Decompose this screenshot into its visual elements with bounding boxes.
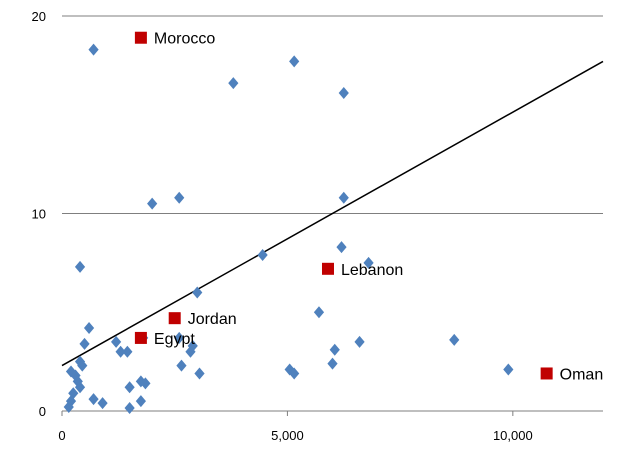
- trendline-group: [61, 60, 604, 367]
- data-point: [257, 248, 268, 261]
- tick-labels: 0 10 20 0 5,000 10,000: [32, 9, 533, 443]
- data-point: [115, 345, 126, 358]
- data-point: [147, 197, 158, 210]
- data-point: [135, 395, 146, 408]
- data-point: [111, 335, 122, 348]
- data-point: [194, 367, 205, 380]
- highlight-point-morocco: [134, 31, 147, 44]
- data-point: [338, 191, 349, 204]
- grid-lines: [62, 15, 603, 214]
- highlighted-points: Morocco Lebanon Jordan Egypt Oman: [134, 31, 604, 383]
- data-point: [140, 377, 151, 390]
- data-point: [449, 333, 460, 346]
- y-tick-label: 0: [39, 404, 46, 419]
- data-point: [192, 286, 203, 299]
- y-tick-label: 10: [32, 207, 46, 222]
- data-point: [88, 393, 99, 406]
- data-point: [363, 256, 374, 269]
- highlight-point-lebanon: [321, 262, 334, 275]
- data-point: [503, 363, 514, 376]
- trendline: [61, 60, 604, 367]
- data-point: [176, 359, 187, 372]
- data-point: [289, 55, 300, 68]
- highlight-point-oman: [540, 367, 553, 380]
- data-point: [174, 331, 185, 344]
- x-tick-label: 10,000: [493, 428, 533, 443]
- data-point: [313, 306, 325, 319]
- data-point: [63, 401, 74, 414]
- x-tick-label: 0: [58, 428, 65, 443]
- data-point: [74, 381, 86, 394]
- country-label-jordan: Jordan: [188, 311, 237, 328]
- data-point: [327, 357, 338, 370]
- data-point: [122, 345, 133, 358]
- country-label-lebanon: Lebanon: [341, 262, 403, 279]
- highlight-point-egypt: [134, 331, 147, 344]
- data-point: [338, 87, 349, 100]
- data-point: [88, 43, 99, 56]
- data-point: [97, 397, 108, 410]
- data-point: [329, 343, 340, 356]
- data-point: [174, 191, 185, 204]
- y-tick-label: 20: [32, 9, 46, 24]
- data-point: [79, 337, 90, 350]
- data-point: [124, 381, 135, 394]
- data-points: [63, 43, 514, 415]
- country-label-egypt: Egypt: [154, 331, 195, 348]
- data-point: [228, 77, 239, 90]
- data-point: [77, 359, 88, 372]
- country-label-oman: Oman: [560, 366, 604, 383]
- data-point: [336, 241, 347, 254]
- data-point: [289, 367, 300, 380]
- x-tick-label: 5,000: [271, 428, 304, 443]
- data-point: [354, 335, 365, 348]
- data-point: [83, 322, 95, 335]
- data-point: [124, 402, 135, 415]
- highlight-point-jordan: [168, 312, 181, 325]
- data-point: [74, 260, 86, 273]
- data-point: [185, 345, 196, 358]
- country-label-morocco: Morocco: [154, 31, 215, 48]
